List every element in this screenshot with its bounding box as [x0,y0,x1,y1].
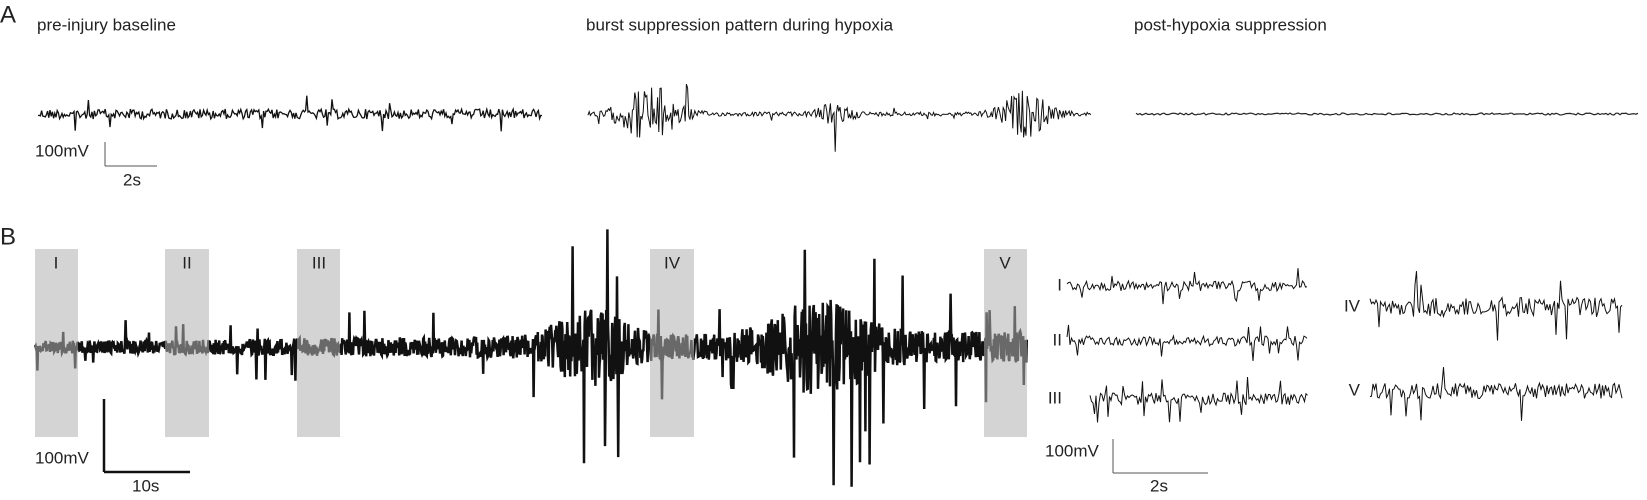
epoch-overlay [35,249,78,437]
panel-label: A [0,1,16,28]
eeg-trace [1135,112,1639,116]
scale-label: 100mV [35,141,90,160]
inset-label: III [1048,388,1062,407]
scale-label: 2s [1150,476,1168,495]
inset-label: V [1349,380,1361,399]
eeg-trace [1066,324,1308,361]
epoch-overlay [165,249,209,437]
inset-label: I [1057,275,1062,294]
epoch-label: V [999,253,1011,272]
epoch-label: II [182,253,191,272]
trace-title: pre-injury baseline [37,15,176,34]
eeg-trace [33,229,1029,487]
scale-label: 100mV [1045,441,1100,460]
eeg-trace [587,83,1092,152]
epoch-label: I [54,253,59,272]
eeg-trace [1369,271,1623,341]
eeg-trace [1089,376,1308,423]
trace-title: post-hypoxia suppression [1134,15,1327,34]
scale-label: 2s [123,170,141,189]
trace-title: burst suppression pattern during hypoxia [586,15,894,34]
inset-label: II [1053,330,1062,349]
inset-label: IV [1344,296,1361,315]
scale-label: 100mV [35,448,90,467]
scale-label: 10s [132,476,159,495]
epoch-label: IV [664,253,681,272]
epoch-label: III [312,253,326,272]
panel-label: B [0,223,16,250]
epoch-overlay [650,249,694,437]
epoch-overlay [984,249,1027,437]
eeg-trace [1066,268,1308,305]
eeg-trace [1369,367,1623,421]
eeg-trace [37,95,543,132]
epoch-overlay [297,249,340,437]
